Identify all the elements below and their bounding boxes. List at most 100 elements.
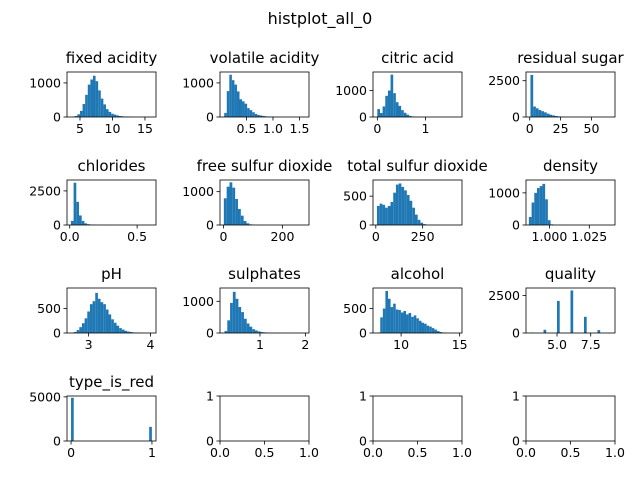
subplot-title: total sulfur dioxide: [347, 157, 487, 175]
y-tick-label: 2500: [29, 183, 61, 198]
histogram-bar: [247, 108, 250, 117]
histogram-bar: [385, 290, 388, 333]
histogram-bar: [390, 74, 394, 117]
histogram-bar: [82, 104, 86, 117]
axes-frame: [66, 179, 157, 226]
histogram-bar: [74, 115, 78, 117]
histogram-bar: [100, 98, 104, 117]
x-tick-label: 1.0: [299, 445, 319, 460]
histogram-bar: [534, 192, 538, 225]
histogram-bar: [424, 323, 427, 333]
x-tick-label: 5: [76, 121, 84, 136]
subplot-density: 1.000 1.025 0 1000 density: [488, 157, 616, 244]
histogram-bar: [105, 309, 109, 333]
histogram-bar: [406, 114, 410, 117]
histogram-bar: [84, 223, 88, 225]
histogram-bar: [409, 200, 413, 225]
histogram-bar: [116, 115, 119, 117]
x-tick-label: 15: [452, 337, 468, 352]
axes-frame: [66, 395, 157, 442]
histogram-bar: [418, 320, 422, 333]
x-tick-label: 1.5: [290, 121, 310, 136]
histogram-bar: [227, 320, 231, 333]
axes-frame: [372, 179, 463, 226]
histogram-bar: [235, 199, 238, 225]
histogram-bar: [229, 182, 233, 225]
histogram-bar: [570, 290, 574, 333]
histogram-bar: [108, 111, 112, 117]
x-tick-label: 5.0: [547, 337, 567, 352]
x-tick-label: 0.0: [60, 229, 80, 244]
y-tick-label: 0: [53, 326, 61, 341]
x-tick-label: 0: [67, 445, 75, 460]
x-tick-label: 15: [137, 121, 153, 136]
y-tick-label: 500: [343, 301, 367, 316]
histogram-bar: [377, 109, 380, 117]
x-tick-label: 50: [584, 121, 600, 136]
histogram-bar: [223, 198, 227, 225]
histogram-bar: [95, 81, 99, 117]
histogram-bar: [246, 223, 250, 225]
y-tick-label: 1: [512, 389, 520, 404]
x-tick-label: 2: [301, 337, 309, 352]
subplot-title: pH: [101, 265, 122, 283]
histogram-bar: [539, 186, 543, 225]
histogram-bar: [406, 195, 410, 225]
histogram-bar: [546, 113, 550, 117]
histogram-bar: [254, 113, 258, 117]
subplot-alcohol: 10 15 0 500 alcohol: [343, 265, 467, 352]
y-tick-label: 0: [512, 434, 520, 449]
histogram-bar: [583, 316, 587, 333]
histogram-bar: [403, 112, 407, 117]
subplot-fixed-acidity: 5 10 15 0 1000 fixed acidity: [29, 49, 157, 136]
x-tick-label: 1.0: [263, 121, 283, 136]
axes-frame: [372, 287, 463, 334]
histogram-bar: [401, 110, 404, 117]
x-tick-label: 10: [105, 121, 121, 136]
y-tick-label: 1000: [29, 75, 61, 90]
axes-frame: [66, 287, 157, 334]
y-tick-label: 0: [206, 326, 214, 341]
x-tick-label: 1: [256, 337, 264, 352]
x-tick-label: 1: [148, 445, 156, 460]
histogram-bar: [149, 426, 152, 441]
y-tick-label: 0: [359, 218, 367, 233]
axes-frame: [219, 179, 310, 226]
histogram-bar: [232, 187, 236, 225]
subplot-title: chlorides: [78, 157, 146, 175]
histogram-bar: [127, 331, 130, 333]
subplot-title: sulphates: [228, 265, 301, 283]
histogram-bar: [95, 292, 98, 333]
axes-frame: [219, 71, 310, 118]
x-tick-label: 0.0: [516, 445, 536, 460]
histogram-bar: [398, 105, 402, 117]
subplot-title: type_is_red: [69, 373, 154, 392]
histogram-bar: [431, 328, 435, 333]
histogram-bar: [382, 106, 386, 117]
x-tick-label: 25: [553, 121, 569, 136]
subplot-free-sulfur-dioxide: 0 200 0 1000 free sulfur dioxide: [182, 157, 332, 244]
y-tick-label: 1000: [335, 83, 367, 98]
histogram-bar: [85, 94, 88, 117]
histogram-bar: [235, 298, 239, 333]
x-tick-label: 1.000: [532, 229, 568, 244]
axes-frame: [525, 395, 616, 442]
subplot-title: free sulfur dioxide: [197, 157, 333, 175]
x-tick-label: 1.0: [452, 445, 472, 460]
subplot-title: alcohol: [391, 265, 445, 283]
histogram-bar: [537, 188, 540, 225]
histogram-bar: [393, 192, 396, 225]
histogram-bar: [385, 207, 388, 225]
x-tick-label: 10: [393, 337, 409, 352]
histogram-bar: [439, 332, 443, 333]
histogram-bar: [73, 332, 77, 333]
histogram-bar: [543, 329, 547, 333]
histogram-bar: [390, 307, 394, 333]
subplot-chlorides: 0.0 0.5 0 2500 chlorides: [29, 157, 157, 244]
x-tick-label: 0: [372, 229, 380, 244]
histogram-bar: [249, 326, 253, 333]
histogram-bar: [398, 183, 402, 225]
histogram-bar: [257, 331, 261, 333]
histogram-bar: [393, 93, 396, 117]
